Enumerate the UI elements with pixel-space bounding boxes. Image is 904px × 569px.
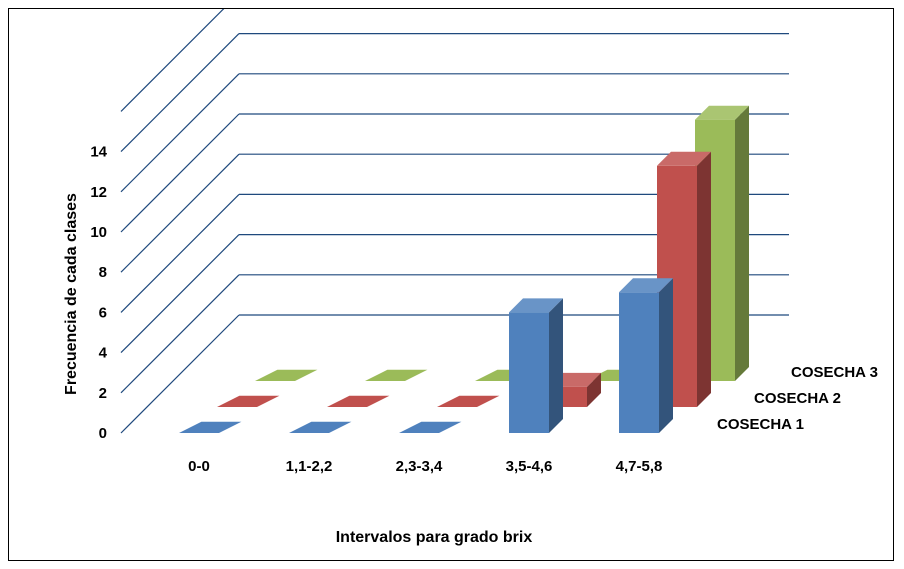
gridline-diagonal <box>120 73 240 193</box>
x-axis-title: Intervalos para grado brix <box>336 529 533 546</box>
gridline-diagonal <box>120 0 234 112</box>
y-tick-label: 8 <box>99 264 107 281</box>
series-labels: COSECHA 1 COSECHA 2 COSECHA 3 <box>717 364 878 433</box>
gridline-diagonal <box>120 234 240 354</box>
bar <box>217 395 280 407</box>
y-tick-label: 2 <box>99 385 107 402</box>
y-tick-label: 0 <box>99 425 107 442</box>
y-tick-label: 12 <box>90 184 107 201</box>
bar <box>365 369 428 381</box>
series-label: COSECHA 2 <box>754 390 841 407</box>
bars <box>179 105 749 433</box>
y-axis-ticks: 0 2 4 6 8 10 12 14 <box>90 144 107 442</box>
y-tick-label: 4 <box>99 345 108 362</box>
bar <box>509 298 563 433</box>
bar <box>289 421 352 433</box>
gridline-diagonal <box>120 274 240 394</box>
x-axis-tick-labels: 0-0 1,1-2,2 2,3-3,4 3,5-4,6 4,7-5,8 <box>188 458 662 475</box>
bar <box>399 421 462 433</box>
series-label: COSECHA 1 <box>717 416 804 433</box>
gridline-diagonal <box>120 33 240 153</box>
chart-frame: 0 2 4 6 8 10 12 14 0-0 1,1-2,2 2,3-3,4 3,5-4,6 4,7-… <box>8 0 894 561</box>
gridline-diagonal <box>120 314 240 434</box>
x-tick-label: 4,7-5,8 <box>616 458 663 475</box>
bar <box>619 278 673 433</box>
x-tick-label: 3,5-4,6 <box>506 458 553 475</box>
y-tick-label: 10 <box>90 224 107 241</box>
series-label: COSECHA 3 <box>791 364 878 381</box>
bar <box>437 395 500 407</box>
x-tick-label: 0-0 <box>188 458 210 475</box>
bar <box>327 395 390 407</box>
bar <box>255 369 318 381</box>
bar-chart-3d: 0 2 4 6 8 10 12 14 0-0 1,1-2,2 2,3-3,4 3,5-4,6 4,7-… <box>63 0 878 546</box>
gridline-diagonal <box>120 153 240 273</box>
y-axis-title: Frecuencia de cada clases <box>63 193 80 395</box>
x-tick-label: 1,1-2,2 <box>286 458 333 475</box>
gridline-diagonal <box>120 193 240 313</box>
bar <box>179 421 242 433</box>
y-tick-label: 6 <box>99 304 107 321</box>
y-tick-label: 14 <box>90 144 107 161</box>
gridline-diagonal <box>120 113 240 233</box>
x-tick-label: 2,3-3,4 <box>396 458 443 475</box>
